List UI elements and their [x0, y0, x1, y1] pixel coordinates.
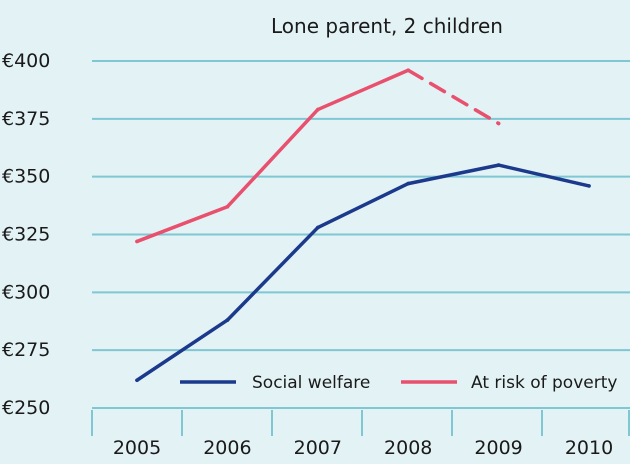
y-tick-label: €250	[2, 397, 50, 419]
data-point	[406, 181, 411, 186]
series-line-segment	[135, 204, 230, 244]
series-line-segment	[135, 318, 230, 382]
data-point	[587, 184, 591, 188]
y-tick-label: €400	[2, 50, 50, 72]
x-tick-label: 2006	[203, 437, 251, 459]
data-point	[135, 378, 139, 383]
legend: Social welfare At risk of poverty	[180, 373, 617, 393]
data-point	[135, 239, 139, 244]
x-tick-label: 2008	[384, 437, 432, 459]
y-tick-label: €375	[2, 108, 50, 130]
y-tick-label: €325	[2, 224, 50, 246]
series-line-segment	[406, 68, 501, 126]
legend-label: At risk of poverty	[471, 373, 617, 393]
series-lines	[135, 68, 591, 383]
series-line-segment	[225, 107, 320, 209]
data-point	[316, 225, 320, 230]
series-line-segment	[316, 181, 410, 230]
x-axis-ticks: 2005 2006 2007 2008 2009 2010	[113, 437, 613, 459]
y-tick-label: €350	[2, 166, 50, 188]
y-tick-label: €300	[2, 281, 50, 303]
y-tick-label: €275	[2, 339, 50, 361]
x-tick-label: 2007	[294, 437, 342, 459]
data-point	[496, 121, 501, 126]
x-tick-label: 2005	[113, 437, 161, 459]
data-point	[406, 68, 411, 73]
data-point	[225, 204, 230, 209]
series-line-segment	[406, 163, 501, 186]
data-point	[316, 107, 320, 112]
data-point	[496, 163, 501, 167]
x-tick-label: 2010	[565, 437, 613, 459]
chart-title: Lone parent, 2 children	[271, 14, 503, 38]
data-point	[225, 318, 230, 322]
series-line-segment	[225, 225, 320, 322]
y-axis-ticks: €400 €375 €350 €325 €300 €275 €250	[2, 50, 50, 419]
series-line-segment	[316, 68, 410, 112]
gridlines	[91, 60, 630, 436]
legend-label: Social welfare	[252, 373, 370, 393]
x-tick-label: 2009	[474, 437, 522, 459]
series-line-segment	[496, 163, 591, 188]
